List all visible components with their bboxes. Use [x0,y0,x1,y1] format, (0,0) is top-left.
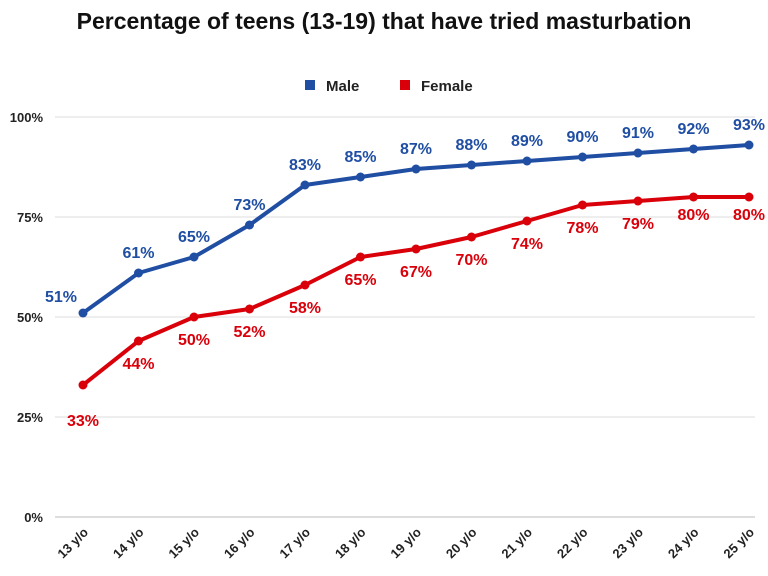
data-label-female: 44% [122,356,154,373]
data-label-male: 88% [455,137,487,154]
chart-title: Percentage of teens (13-19) that have tr… [76,8,692,34]
data-label-female: 79% [622,216,654,233]
data-point-female [522,216,532,226]
x-tick-label: 23 y/o [609,524,646,561]
x-tick-label: 18 y/o [332,524,369,561]
data-label-female: 80% [733,207,765,224]
legend-swatch [400,80,410,90]
data-label-female: 58% [289,300,321,317]
x-tick-label: 24 y/o [665,524,702,561]
data-label-female: 78% [566,220,598,237]
x-tick-label: 14 y/o [110,524,147,561]
data-label-male: 92% [677,121,709,138]
data-label-female: 80% [677,207,709,224]
x-tick-label: 21 y/o [498,524,535,561]
data-point-female [411,244,421,254]
axes: 0% 25% 50% 75% 100% 13 y/o 14 y/o 15 y/o 16 y/o 1… [10,110,757,561]
data-label-female: 52% [233,324,265,341]
legend-label: Female [421,78,473,95]
data-label-male: 87% [400,141,432,158]
data-point-female [744,192,754,202]
data-label-male: 73% [233,197,265,214]
y-tick-label: 100% [10,110,44,125]
x-tick-label: 17 y/o [276,524,313,561]
x-tick-label: 13 y/o [54,524,91,561]
data-point-female [78,380,88,390]
data-label-male: 85% [344,149,376,166]
data-point-female [245,304,254,314]
data-label-female: 74% [511,236,543,253]
data-point-female [189,312,199,322]
data-point-female [467,232,476,242]
legend-label: Male [326,78,359,95]
data-labels: 51% 61% 65% 73% 83% 85% 87% 88% 89% 90% 91% 92% 93% 3… [45,117,765,430]
legend-swatch [305,80,315,90]
data-label-male: 93% [733,117,765,134]
data-label-male: 91% [622,125,654,142]
data-point-female [633,196,643,206]
data-point-female [578,200,587,210]
data-label-male: 61% [122,245,154,262]
x-tick-label: 25 y/o [720,524,757,561]
data-point-female [300,280,310,290]
data-point-female [689,192,698,202]
data-point-male [300,180,310,190]
y-tick-label: 0% [24,510,43,525]
data-point-male [633,148,643,158]
gridlines [55,116,755,518]
data-label-male: 83% [289,157,321,174]
data-point-male [134,268,143,278]
data-point-male [689,144,698,154]
legend: Male Female [305,78,473,95]
x-tick-label: 20 y/o [443,524,480,561]
data-point-male [411,164,421,174]
data-point-male [467,160,476,170]
data-point-male [78,308,88,318]
data-point-female [356,252,365,262]
y-tick-label: 50% [17,310,43,325]
data-point-male [356,172,365,182]
data-point-male [522,156,532,166]
data-label-male: 89% [511,133,543,150]
x-tick-label: 22 y/o [554,524,591,561]
series-lines [78,140,754,390]
data-label-male: 51% [45,289,77,306]
data-label-female: 50% [178,332,210,349]
data-point-male [578,152,587,162]
data-point-male [744,140,754,150]
data-label-female: 67% [400,264,432,281]
y-tick-label: 75% [17,210,43,225]
x-tick-label: 19 y/o [387,524,424,561]
data-label-male: 65% [178,229,210,246]
x-tick-label: 16 y/o [221,524,258,561]
data-point-male [189,252,199,262]
data-label-female: 70% [455,252,487,269]
y-tick-label: 25% [17,410,43,425]
x-tick-label: 15 y/o [165,524,202,561]
data-point-male [245,220,254,230]
data-label-female: 65% [344,272,376,289]
data-point-female [134,336,143,346]
data-label-male: 90% [566,129,598,146]
data-label-female: 33% [67,413,99,430]
